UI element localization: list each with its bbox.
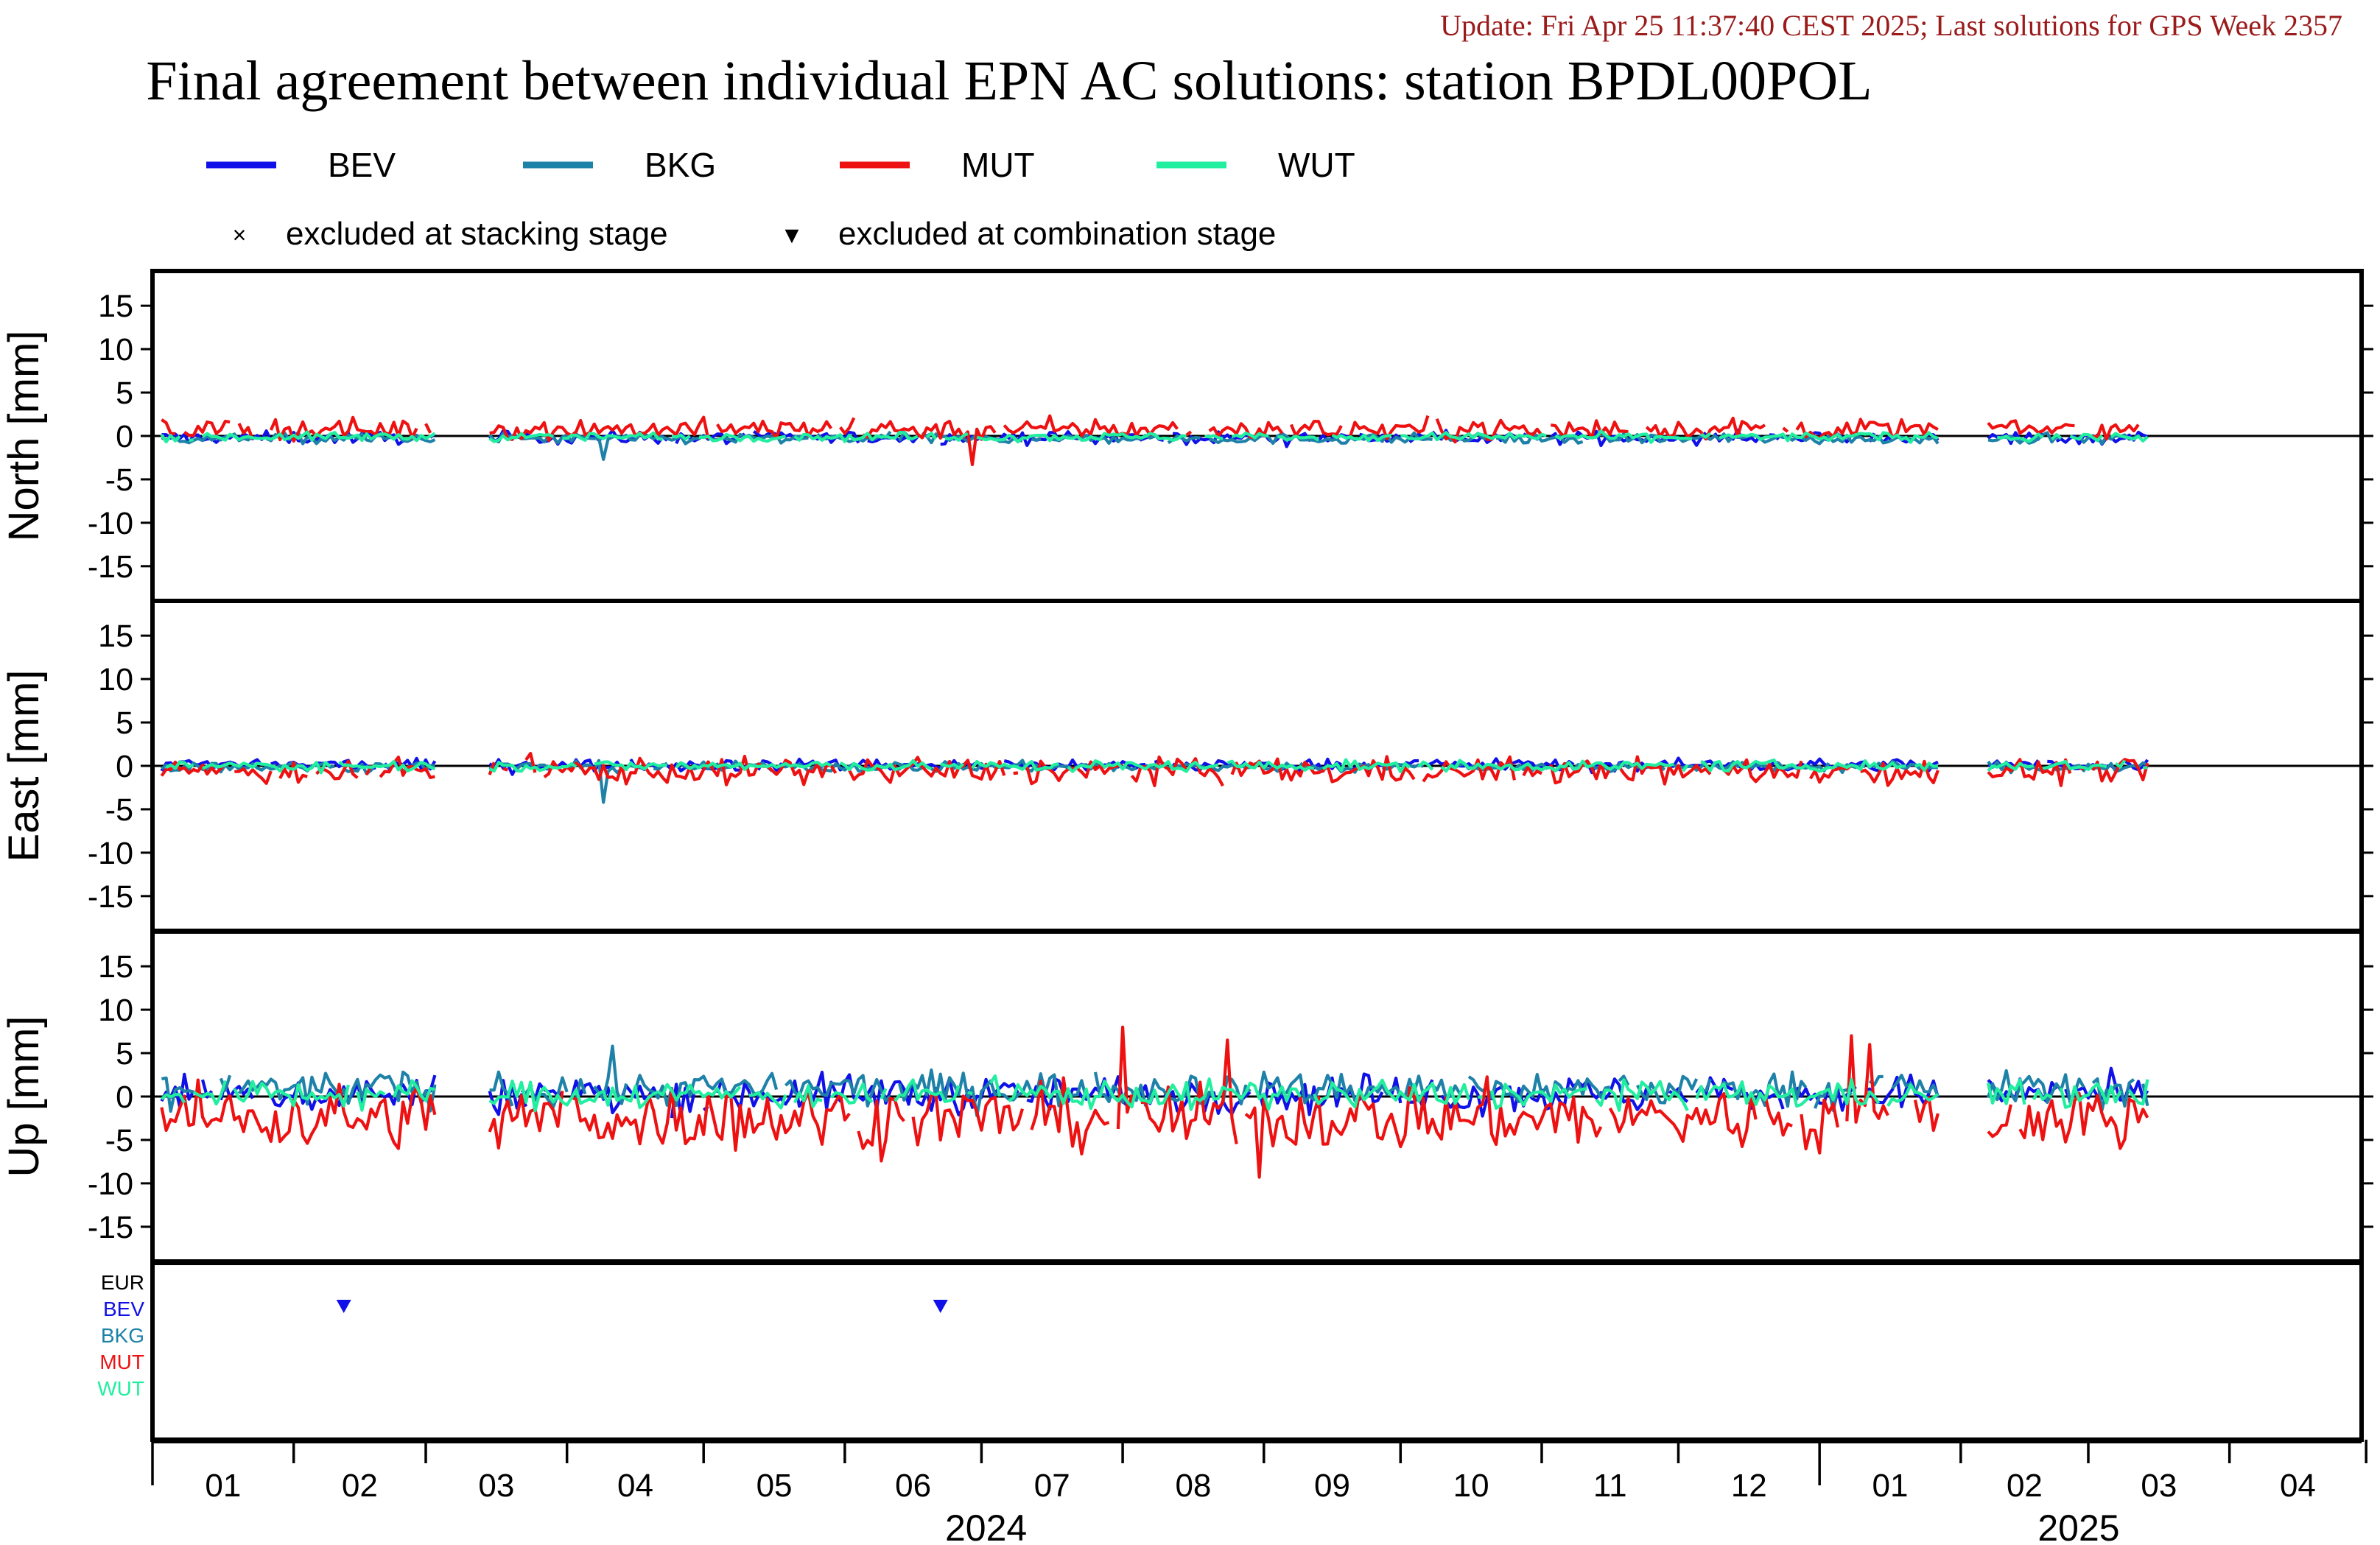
series-line-wut-up [160, 1074, 2149, 1113]
x-year-label: 2024 [945, 1507, 1027, 1545]
y-tick-label: 15 [98, 289, 133, 324]
y-tick-label: -5 [105, 462, 133, 498]
x-month-label: 04 [617, 1468, 653, 1504]
x-month-label: 05 [757, 1468, 793, 1504]
y-tick-label: -15 [88, 549, 133, 585]
x-month-label: 01 [1872, 1468, 1909, 1504]
y-tick-label: 5 [116, 376, 133, 411]
x-year-label: 2025 [2037, 1507, 2119, 1545]
chart-title: Final agreement between individual EPN A… [146, 50, 1872, 112]
exclusion-row-label-wut: WUT [97, 1377, 144, 1400]
x-month-label: 02 [2007, 1468, 2043, 1504]
x-month-label: 10 [1453, 1468, 1489, 1504]
y-tick-label: 10 [98, 332, 133, 367]
x-axis: 01 02 03 04 05 06 07 08 09 10 11 12 01 02 03 04 2024 2025 [151, 1440, 2367, 1545]
update-timestamp: Update: Fri Apr 25 11:37:40 CEST 2025; L… [1440, 9, 2342, 42]
combination-exclusion-marker [336, 1300, 351, 1313]
x-month-label: 02 [342, 1468, 378, 1504]
exclusion-row-label-mut: MUT [99, 1351, 144, 1373]
y-axis-label-up: Up [mm] [0, 1016, 48, 1177]
cross-marker-icon: × [233, 222, 247, 248]
x-month-label: 12 [1731, 1468, 1767, 1504]
y-tick-label: 0 [116, 419, 133, 454]
triangle-marker-icon: ▼ [780, 222, 804, 248]
exclusion-row-label-eur: EUR [101, 1271, 144, 1294]
series-line-wut-north [160, 429, 2149, 444]
y-tick-label: 5 [116, 705, 133, 741]
exclusion-row-label-bev: BEV [103, 1298, 144, 1320]
series-line-mut-east [160, 752, 2149, 787]
legend-marker-label: excluded at combination stage [838, 216, 1276, 252]
x-month-label: 07 [1034, 1468, 1070, 1504]
y-tick-label: 0 [116, 749, 133, 784]
plot-area: 15 10 5 0 -5 -10 -15 North [mm] 15 10 5 0 -5 -10 -15 Ea… [0, 269, 2373, 1545]
legend-marker-label: excluded at stacking stage [286, 216, 668, 252]
y-tick-label: -5 [105, 1123, 133, 1158]
y-tick-label: -15 [88, 1210, 133, 1245]
legend-label-bkg: BKG [645, 146, 716, 184]
y-tick-label: -5 [105, 792, 133, 828]
x-month-label: 09 [1314, 1468, 1350, 1504]
x-month-label: 06 [895, 1468, 931, 1504]
exclusion-panel: EUR BEV BKG MUT WUT [97, 1261, 2364, 1442]
y-tick-label: 10 [98, 662, 133, 697]
y-tick-label: 0 [116, 1080, 133, 1115]
exclusion-frame [150, 1261, 2364, 1442]
panel-north: 15 10 5 0 -5 -10 -15 North [mm] [0, 269, 2373, 603]
y-tick-label: -10 [88, 836, 133, 871]
y-axis-label-north: North [mm] [0, 331, 48, 542]
x-month-label: 11 [1593, 1468, 1627, 1504]
x-month-label: 03 [478, 1468, 514, 1504]
y-tick-label: 15 [98, 949, 133, 985]
y-tick-label: 15 [98, 619, 133, 654]
y-tick-label: 10 [98, 993, 133, 1028]
exclusion-row-label-bkg: BKG [101, 1324, 144, 1347]
combination-exclusion-marker [933, 1300, 948, 1313]
y-tick-label: 5 [116, 1036, 133, 1071]
panel-east: 15 10 5 0 -5 -10 -15 East [mm] [0, 599, 2373, 933]
legend-label-bev: BEV [328, 146, 396, 184]
x-month-label: 04 [2280, 1468, 2316, 1504]
panel-up: 15 10 5 0 -5 -10 -15 Up [mm] [0, 929, 2373, 1264]
x-month-label: 08 [1175, 1468, 1211, 1504]
y-tick-label: -10 [88, 506, 133, 541]
y-axis-label-east: East [mm] [0, 669, 48, 862]
y-tick-label: -10 [88, 1166, 133, 1202]
legend-label-wut: WUT [1278, 146, 1355, 184]
legend: BEV BKG MUT WUT × excluded at stacking stage ▼… [206, 146, 1355, 252]
series-line-wut-east [165, 758, 2148, 775]
y-tick-label: -15 [88, 879, 133, 915]
x-month-label: 03 [2141, 1468, 2177, 1504]
x-month-label: 01 [205, 1468, 241, 1504]
series-line-mut-up [160, 1025, 2149, 1179]
legend-label-mut: MUT [961, 146, 1035, 184]
